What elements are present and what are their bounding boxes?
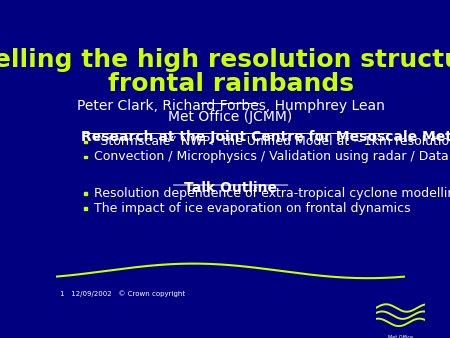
Text: “Stormscale” NWP:  the Unified Model at ~1km resolution: “Stormscale” NWP: the Unified Model at ~… — [94, 135, 450, 148]
Text: Resolution dependence of extra-tropical cyclone modelling: Resolution dependence of extra-tropical … — [94, 187, 450, 200]
Text: Convection / Microphysics / Validation using radar / Data assimilation: Convection / Microphysics / Validation u… — [94, 150, 450, 163]
FancyBboxPatch shape — [84, 156, 87, 158]
Text: 1   12/09/2002   © Crown copyright: 1 12/09/2002 © Crown copyright — [60, 290, 185, 297]
Text: Met Office: Met Office — [388, 335, 413, 338]
Text: Talk Outline: Talk Outline — [184, 181, 277, 195]
Text: Met Office (JCMM): Met Office (JCMM) — [168, 110, 293, 123]
Text: frontal rainbands: frontal rainbands — [108, 72, 354, 96]
Text: Peter Clark, Richard Forbes, Humphrey Lean: Peter Clark, Richard Forbes, Humphrey Le… — [76, 99, 385, 113]
Text: Research at the Joint Centre for Mesoscale Meteorology: Research at the Joint Centre for Mesosca… — [81, 129, 450, 144]
Text: Modelling the high resolution structure of: Modelling the high resolution structure … — [0, 48, 450, 72]
FancyBboxPatch shape — [84, 192, 87, 195]
Text: The impact of ice evaporation on frontal dynamics: The impact of ice evaporation on frontal… — [94, 202, 410, 215]
FancyBboxPatch shape — [84, 141, 87, 143]
FancyBboxPatch shape — [84, 208, 87, 210]
